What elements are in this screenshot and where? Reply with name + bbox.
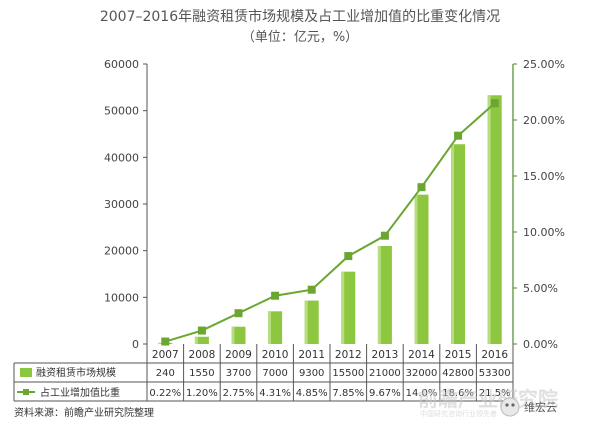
legend-label: 融资租赁市场规模 [36,366,116,379]
category-label: 2016 [481,349,508,361]
bar [304,300,319,344]
badge-icon [500,397,520,417]
right-tick-label: 0.00% [523,338,558,351]
table-cell-line-value: 4.31% [259,388,291,399]
table-cell-bar-value: 7000 [262,368,287,379]
bar-highlight [487,95,491,345]
left-y-axis: 0 10000 20000 30000 40000 50000 60000 [104,58,148,351]
category-label: 2007 [152,349,179,361]
watermark-subtext: 中国研究咨询行业领先者 [420,409,497,418]
table-cell-line-value: 7.85% [332,388,364,399]
table-cell-bar-value: 21000 [369,368,401,379]
bar-highlight [194,336,198,344]
bar [414,194,429,344]
legend-line-marker [23,389,29,395]
left-tick-label: 50000 [104,105,139,118]
chart-subtitle: （单位：亿元，%） [242,30,358,45]
line-point [161,337,170,346]
category-label: 2013 [372,349,399,361]
category-label: 2012 [335,349,362,361]
right-tick-label: 15.00% [523,170,565,183]
source-note: 资料来源：前瞻产业研究院整理 [14,406,154,419]
category-label: 2008 [189,349,216,361]
table-cell-line-value: 9.67% [369,388,401,399]
legend-bar-swatch [20,368,32,377]
table-cell-bar-value: 3700 [226,368,251,379]
table-cell-bar-value: 53300 [479,368,511,379]
line-point [490,99,499,108]
line-point [380,231,389,240]
left-tick-label: 30000 [104,198,139,211]
left-tick-label: 10000 [104,291,139,304]
bar-highlight [414,194,418,344]
right-tick-label: 25.00% [523,58,565,71]
left-tick-label: 60000 [104,58,139,71]
right-tick-label: 20.00% [523,114,565,127]
table-cell-bar-value: 240 [156,368,175,379]
bar [377,246,392,344]
category-label: 2009 [225,349,252,361]
bar [231,326,246,344]
bar-highlight [158,342,162,344]
bar [194,336,209,344]
data-table: 2007 2008 2009 2010 2011 2012 2013 2014 2015 2016… [13,344,514,402]
bar-highlight [451,144,455,344]
bar-highlight [231,326,235,344]
table-cell-line-value: 4.85% [296,388,328,399]
legend-label: 占工业增加值比重 [40,386,120,399]
table-cell-line-value: 2.75% [223,388,255,399]
bar-highlight [304,300,308,344]
table-cell-bar-value: 15500 [332,368,364,379]
watermark-text: 前瞻产业研究院 [418,387,558,411]
table-cell-line-value: 1.20% [186,388,218,399]
table-cell-bar-value: 9300 [299,368,324,379]
bar [487,95,502,345]
category-label: 2014 [408,349,435,361]
category-label: 2015 [445,349,472,361]
line-point [197,326,206,335]
line-path [165,102,496,343]
badge: 维宏云 [500,397,557,417]
right-tick-label: 10.00% [523,226,565,239]
line-point [234,309,243,318]
left-tick-label: 0 [132,338,139,351]
right-y-axis: 0.00% 5.00% 10.00% 15.00% 20.00% 25.00% [512,58,565,351]
bar-highlight [268,311,272,344]
watermark: 前瞻产业研究院 中国研究咨询行业领先者 [418,387,558,418]
category-label: 2011 [298,349,325,361]
bar [451,144,466,344]
left-tick-label: 20000 [104,245,139,258]
right-tick-label: 5.00% [523,282,558,295]
line-point [271,291,280,300]
line-point [344,252,353,261]
table-cell-bar-value: 42800 [442,368,474,379]
table-cell-bar-value: 1550 [189,368,214,379]
line-point [307,285,316,294]
line-series [161,99,499,346]
chart-title: 2007–2016年融资租赁市场规模及占工业增加值的比重变化情况 [100,8,500,25]
bar-highlight [341,271,345,344]
bar [341,271,356,344]
table-cell-line-value: 0.22% [149,388,181,399]
table-cell-line-value: 14.0% [406,388,438,399]
line-point [454,131,463,140]
badge-text: 维宏云 [524,400,557,414]
table-cell-line-value: 21.5% [479,388,511,399]
bar-series [158,95,502,345]
bar [268,311,283,344]
line-point [417,183,426,192]
table-cell-bar-value: 32000 [406,368,438,379]
left-tick-label: 40000 [104,151,139,164]
table-cell-line-value: 18.6% [442,388,474,399]
bar-highlight [377,246,381,344]
category-label: 2010 [262,349,289,361]
